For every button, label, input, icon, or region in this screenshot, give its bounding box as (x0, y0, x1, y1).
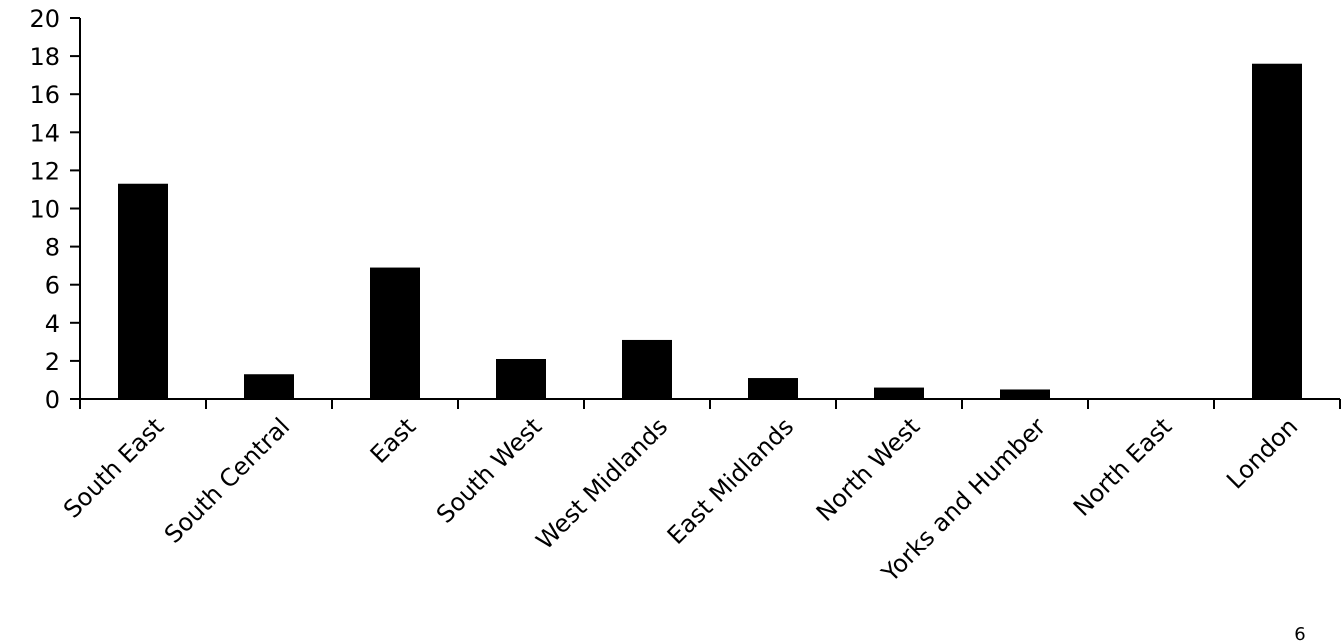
x-tick-label: West Midlands (531, 412, 674, 555)
x-tick-label: South East (58, 412, 169, 523)
x-tick-label: North East (1068, 412, 1177, 521)
y-tick-label: 6 (45, 272, 60, 300)
y-tick-label: 8 (45, 234, 60, 262)
y-tick-label: 14 (29, 119, 60, 147)
bar (244, 374, 294, 399)
y-tick-label: 4 (45, 310, 60, 338)
x-tick-label: London (1221, 412, 1303, 494)
bar (1252, 63, 1302, 399)
y-tick-label: 0 (45, 386, 60, 414)
bar (370, 267, 420, 399)
bar (496, 358, 546, 399)
x-tick-label: East Midlands (662, 412, 799, 549)
x-tick-label: South Central (159, 412, 295, 548)
y-tick-label: 16 (29, 81, 60, 109)
y-tick-label: 2 (45, 348, 60, 376)
x-tick-label: South West (431, 412, 547, 528)
bar (118, 183, 168, 399)
bar (748, 378, 798, 399)
bar (622, 339, 672, 399)
x-tick-label: East (365, 412, 421, 468)
bar (1000, 389, 1050, 399)
y-tick-label: 10 (29, 196, 60, 224)
page-number: 6 (1294, 624, 1305, 643)
y-tick-label: 18 (29, 43, 60, 71)
y-tick-label: 20 (29, 5, 60, 33)
x-tick-label: North West (811, 412, 925, 526)
y-tick-label: 12 (29, 157, 60, 185)
bar (874, 387, 924, 399)
